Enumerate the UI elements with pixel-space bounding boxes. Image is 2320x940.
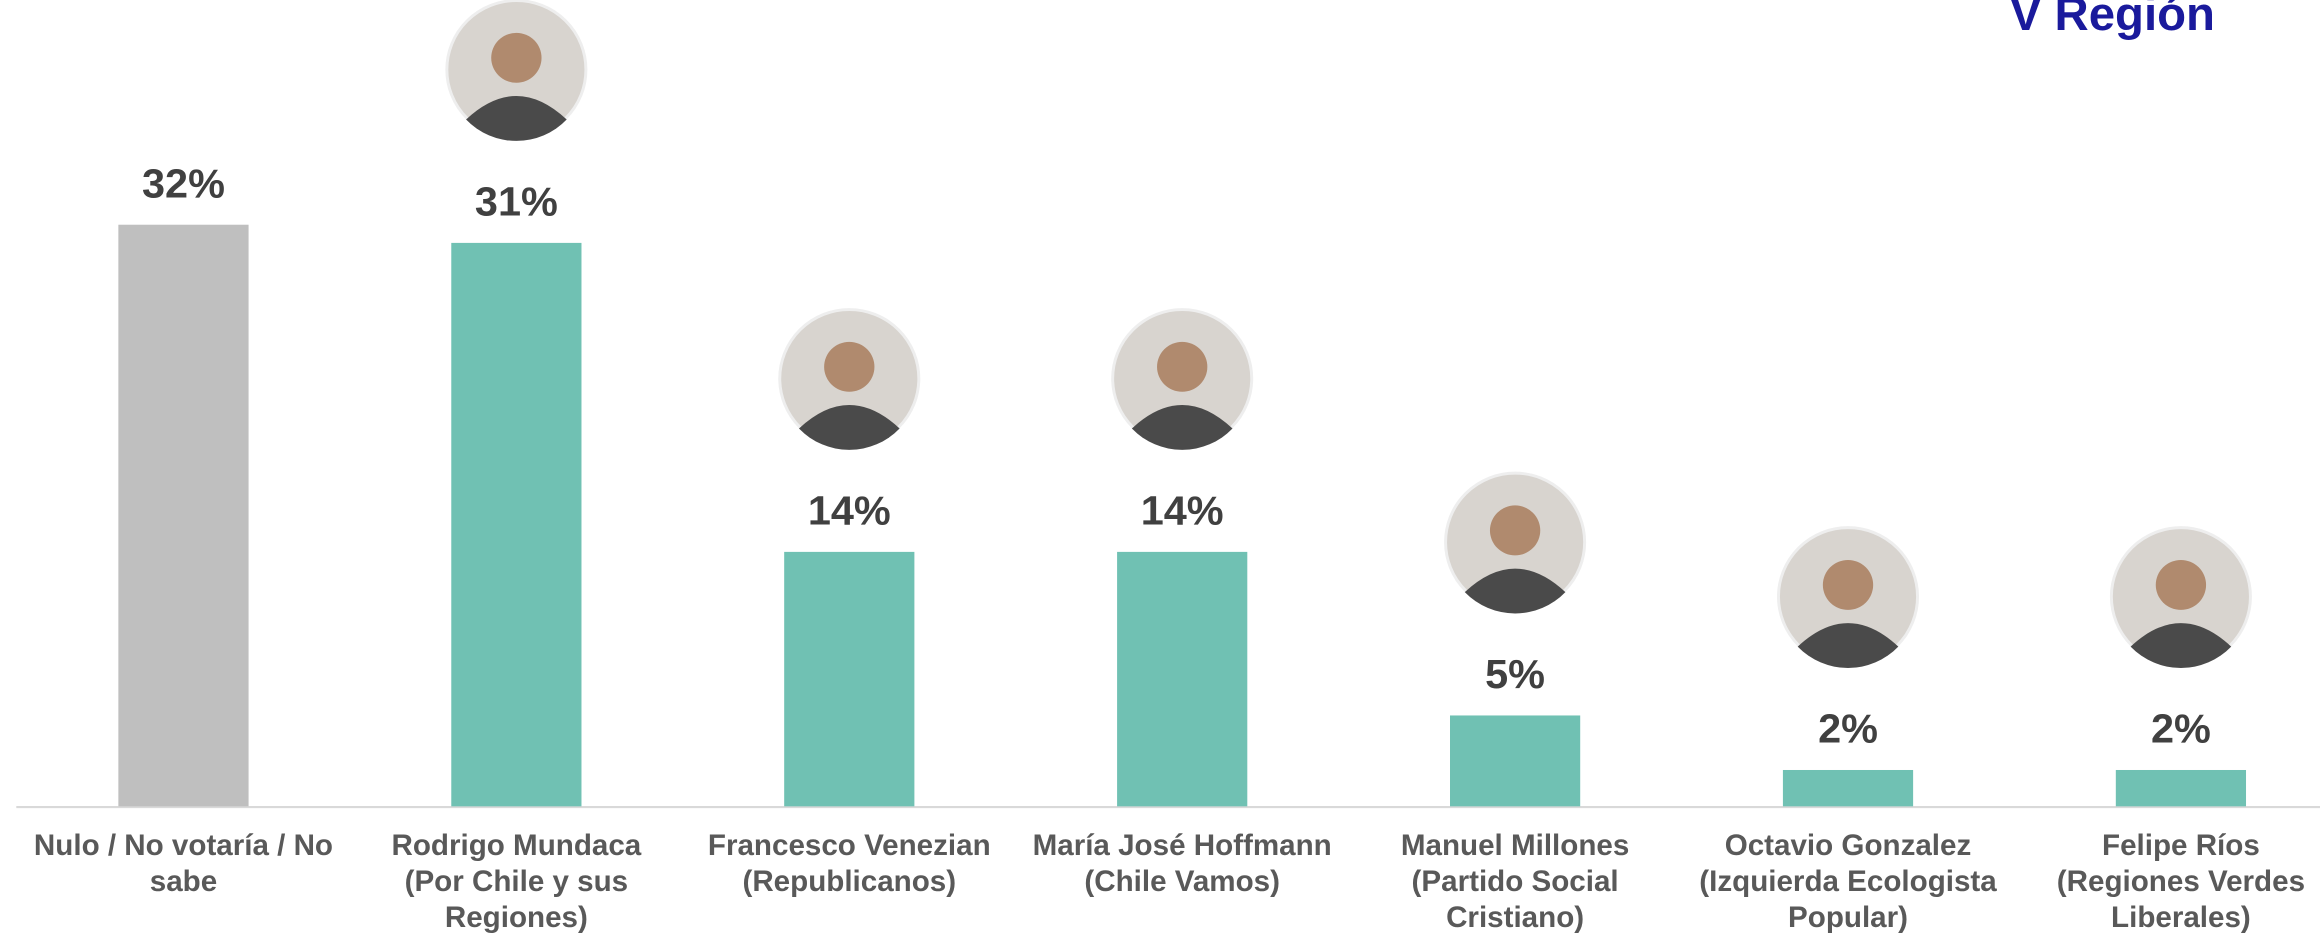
photo-head <box>824 341 875 392</box>
x-tick-label-line: Felipe Ríos <box>2102 829 2260 862</box>
photo-shoulders <box>1131 405 1233 450</box>
bar <box>2115 769 2247 807</box>
photo-head <box>491 32 542 83</box>
chart-title: V Región <box>2010 0 2215 40</box>
photo-head <box>1822 559 1874 610</box>
x-tick-label: Nulo / No votaría / No sabe <box>34 829 333 898</box>
bar <box>1450 715 1581 807</box>
x-tick-label-line: Octavio Gonzalez <box>1725 829 1972 862</box>
x-tick-label-line: (Partido Social <box>1412 865 1619 898</box>
photo-head <box>1157 341 1208 392</box>
value-label: 31% <box>475 179 558 225</box>
x-tick-label-line: (Chile Vamos) <box>1084 865 1280 898</box>
value-label: 5% <box>1485 651 1545 697</box>
x-tick-label-line: (Regiones Verdes <box>2057 865 2305 898</box>
x-tick-label-line: Rodrigo Mundaca <box>391 829 641 862</box>
x-tick-label-line: sabe <box>150 865 217 898</box>
x-tick-label-line: (Izquierda Ecologista <box>1699 865 1997 898</box>
photo-shoulders <box>1464 568 1566 614</box>
photo-shoulders <box>2130 623 2232 668</box>
x-tick-label-line: María José Hoffmann <box>1033 829 1332 862</box>
x-tick-label-line: Francesco Venezian <box>708 829 991 862</box>
value-label: 2% <box>2151 706 2211 752</box>
bar <box>451 242 582 807</box>
value-label: 14% <box>1141 488 1224 534</box>
bar <box>1117 551 1248 807</box>
value-label: 14% <box>808 488 891 534</box>
x-tick-label-line: Popular) <box>1788 901 1908 934</box>
x-tick-label-line: (Republicanos) <box>742 865 956 898</box>
value-label: 32% <box>142 161 225 207</box>
x-tick-label: Octavio Gonzalez (Izquierda Ecologista Pop… <box>1699 829 1997 934</box>
photo-head <box>2155 559 2207 610</box>
x-tick-label: Manuel Millones (Partido Social Cristiano) <box>1401 829 1629 934</box>
photo-shoulders <box>1797 623 1899 668</box>
x-tick-label: Rodrigo Mundaca (Por Chile y sus Regiones) <box>391 829 641 934</box>
photo-shoulders <box>798 405 900 450</box>
bar <box>118 224 249 807</box>
photo-shoulders <box>466 96 567 141</box>
x-tick-label-line: Nulo / No votaría / No <box>34 829 333 862</box>
x-tick-label: María José Hoffmann (Chile Vamos) <box>1033 829 1332 898</box>
x-tick-label-line: Manuel Millones <box>1401 829 1629 862</box>
x-tick-label: Francesco Venezian (Republicanos) <box>708 829 991 898</box>
bar <box>784 551 915 807</box>
value-label: 2% <box>1818 706 1878 752</box>
x-tick-label-line: Liberales) <box>2111 901 2251 934</box>
x-tick-label-line: Regiones) <box>445 901 588 934</box>
x-tick-label-line: (Por Chile y sus <box>405 865 629 898</box>
photo-head <box>1489 505 1541 556</box>
x-tick-label-line: Cristiano) <box>1446 901 1584 934</box>
bar <box>1782 769 1914 807</box>
x-tick-label: Felipe Ríos (Regiones Verdes Liberales) <box>2057 829 2305 934</box>
